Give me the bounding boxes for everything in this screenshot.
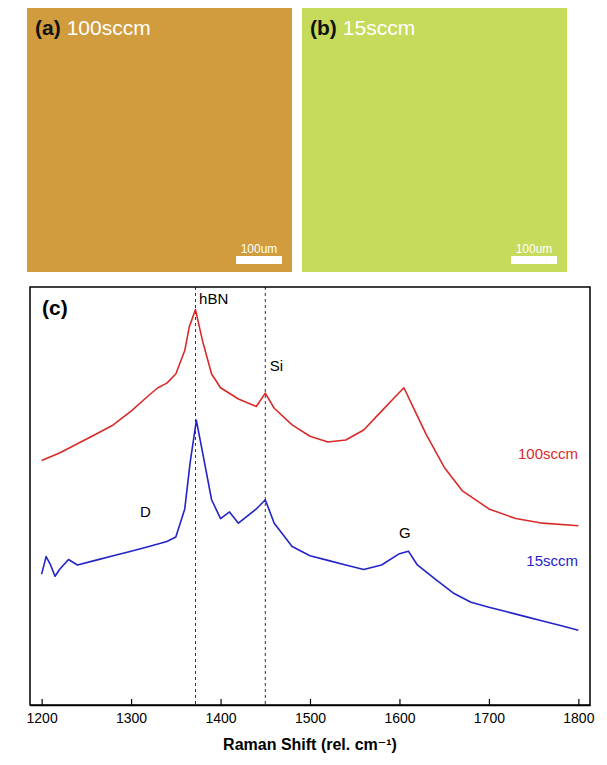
scale-bar [236,256,282,264]
tick-label: 1300 [116,710,147,726]
tick: 1200 [27,699,58,726]
tick: 1800 [563,699,594,726]
tick-label: 1700 [474,710,505,726]
tick: 1600 [384,699,415,726]
annotation: Si [270,357,283,374]
x-axis: 1200 1300 1400 1500 1600 1700 1800 [27,699,595,726]
tick-label: 1400 [205,710,236,726]
tick-label: 1500 [295,710,326,726]
micrograph-panel: (a) 100sccm 100um [27,8,292,272]
tick-mark [42,699,43,705]
annotation: G [399,524,411,541]
annotation: D [140,503,151,520]
tick-mark [578,699,579,705]
panel-caption: 15sccm [343,16,415,39]
annotation: hBN [199,290,228,307]
plot-marks [42,287,579,705]
scale-bar-label: 100um [241,242,278,256]
plot-frame [30,287,590,705]
reference-line [195,287,196,705]
tick: 1400 [205,699,236,726]
tick-mark [399,699,400,705]
spectrum-line [42,310,579,526]
tick: 1700 [474,699,505,726]
reference-line [265,287,266,705]
tick-label: 1200 [27,710,58,726]
micrograph [302,8,567,272]
tick-mark [131,699,132,705]
figure: (a) 100sccm 100um (b) 15sccm 100um 1200 1300 140… [0,0,607,765]
legend-entry: 15sccm [526,552,578,569]
panel-label: (b) [310,16,337,39]
scale-bar [511,256,557,264]
tick-mark [310,699,311,705]
tick-label: 1600 [384,710,415,726]
x-axis-title: Raman Shift (rel. cm⁻¹) [223,736,397,753]
tick-label: 1800 [563,710,594,726]
tick-mark [220,699,221,705]
micrograph-panel: (b) 15sccm 100um [302,8,567,272]
panel-label: (c) [42,296,68,319]
tick-mark [489,699,490,705]
tick: 1500 [295,699,326,726]
legend-entry: 100sccm [518,445,578,462]
panel-caption: 100sccm [67,16,151,39]
panel-label: (a) [35,16,61,39]
spectrum-line [42,420,579,630]
tick: 1300 [116,699,147,726]
micrograph [27,8,292,272]
scale-bar-label: 100um [516,242,553,256]
